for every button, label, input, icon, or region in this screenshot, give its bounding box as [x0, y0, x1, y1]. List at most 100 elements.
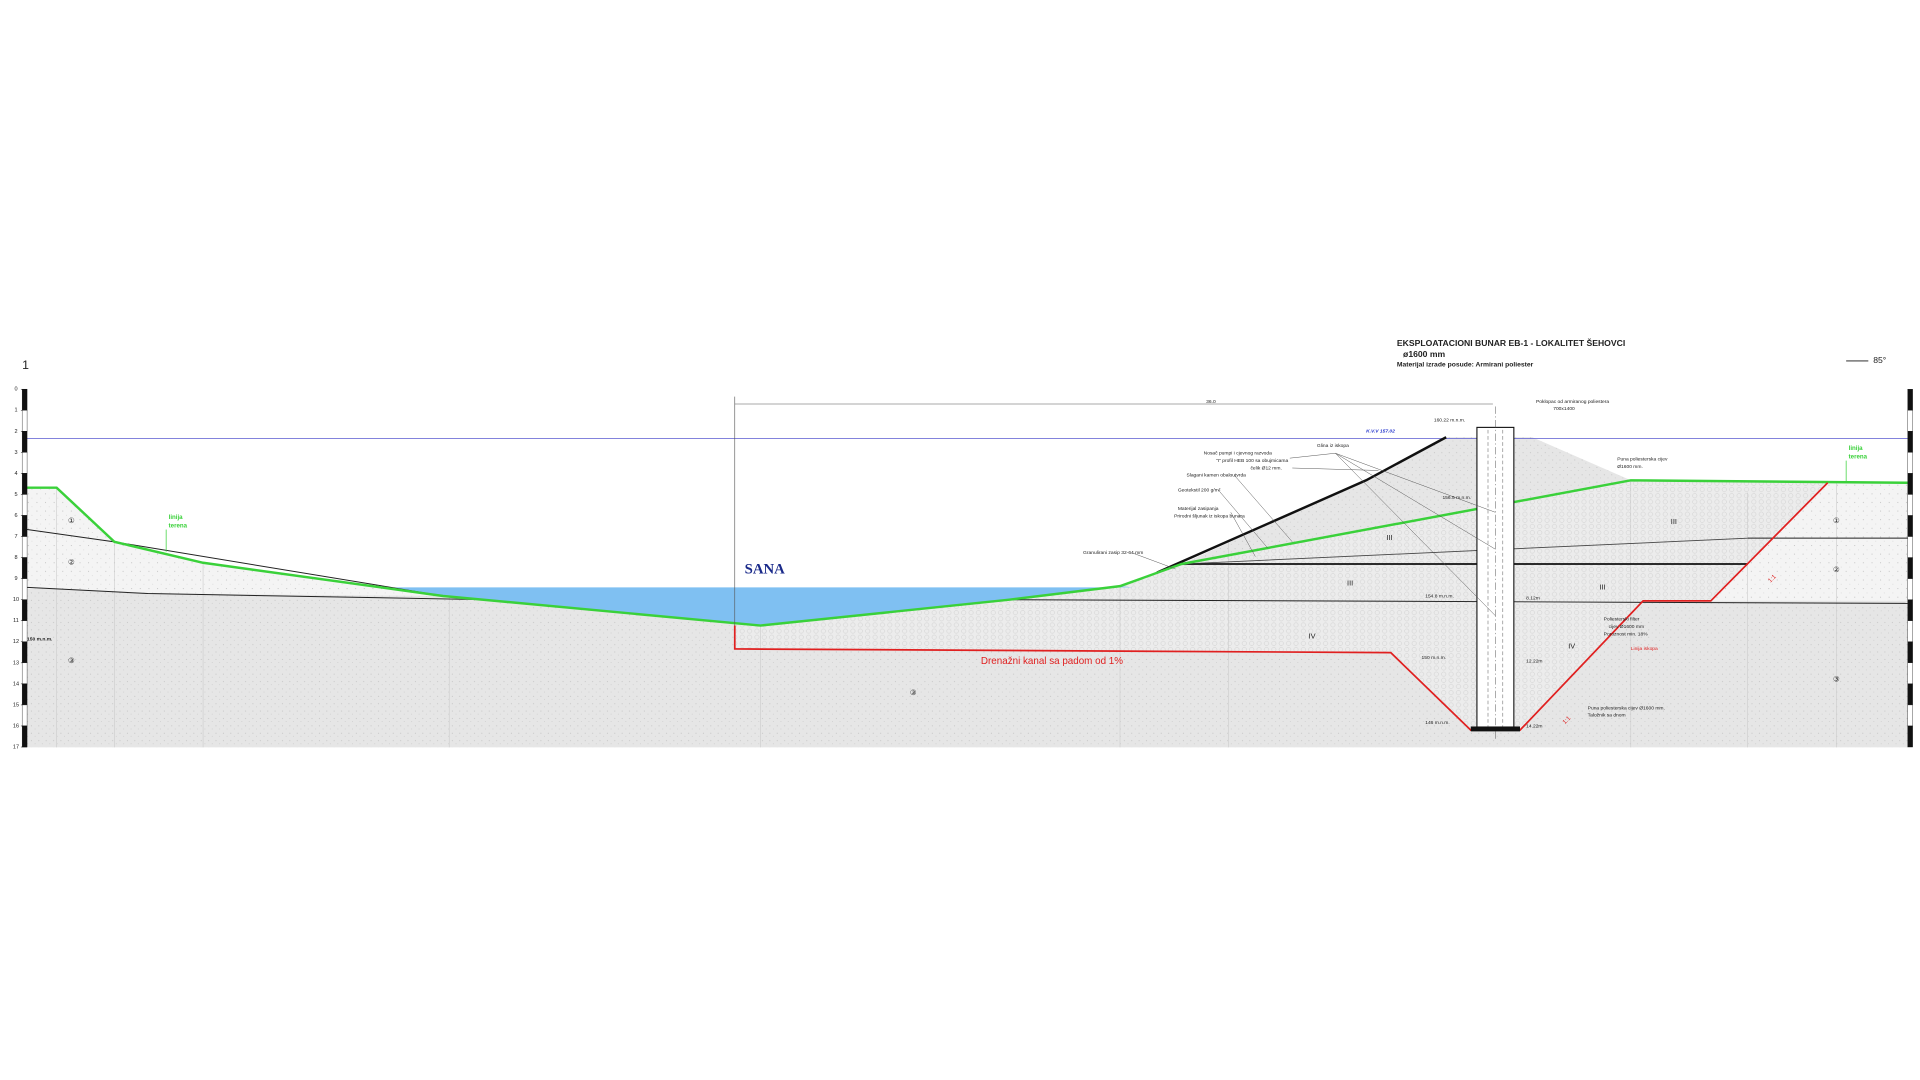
layer-label: ③ [910, 688, 917, 697]
layer-label: IV [1309, 632, 1316, 641]
depth-label: 12 [13, 639, 19, 645]
scale-segment [21, 704, 28, 727]
scale-segment [1907, 410, 1913, 432]
depth-label: 11 [13, 618, 19, 624]
annotations: Poklopac od armiranog poliestera700x1400… [1083, 399, 1668, 730]
scale-segment [21, 473, 28, 495]
scale-segment [21, 410, 28, 432]
annotation: Puna poliesterska cijev [1617, 457, 1668, 463]
annotation: 156.5 m.n.m. [1442, 495, 1471, 501]
scale-segment [1907, 641, 1913, 664]
scale-segment [1907, 620, 1913, 642]
north: 85° [1873, 355, 1886, 365]
scale-segment [21, 662, 28, 685]
annotation: Prirodni šljunak iz iskopa bunara [1174, 513, 1245, 519]
annotation: 12.22m [1526, 659, 1542, 665]
scale-segment [1907, 494, 1913, 516]
elevation-label: 150 m.n.m. [27, 636, 53, 642]
terrain-label: linija [169, 514, 184, 521]
annotation: 160.22 m.n.m. [1434, 417, 1465, 423]
scale-segment [21, 536, 28, 558]
well-bottom [1470, 726, 1520, 732]
layer-label: III [1347, 579, 1353, 588]
scale-segment [1907, 662, 1913, 685]
sheet-number: 1 [22, 358, 29, 372]
scale-segment [1907, 557, 1913, 579]
scale-segment [1907, 704, 1913, 727]
annotation: Poroznost min. 18% [1604, 631, 1649, 637]
terrain-label: linija [1849, 445, 1864, 452]
annotation: Puna poliesterska cijev Ø1600 mm. [1588, 705, 1665, 711]
slope-label: 1:1 [1561, 714, 1572, 725]
clay-cap [1181, 437, 1631, 564]
layer-1-2-right [1710, 482, 1908, 601]
annotation: čelik Ø12 mm. [1250, 465, 1281, 471]
annotation: cijev Ø1600 mm [1609, 624, 1644, 630]
dimension-label: 36.0 [1206, 399, 1216, 405]
depth-label: 16 [13, 723, 19, 729]
scale-segment [21, 725, 28, 748]
annotation: Nosač pumpi i cjevnog razvoda [1204, 451, 1272, 457]
depth-label: 9 [14, 576, 17, 582]
annotation: Taložnik sa dnom [1588, 713, 1626, 719]
scale-segment [21, 578, 28, 600]
annotation: Glina iz iskopa [1317, 443, 1349, 449]
annotation: Geotekstil 200 g/m² [1178, 487, 1221, 493]
title: Materijal izrade posude: Armirani polies… [1397, 361, 1534, 368]
layer-boundary [27, 586, 487, 601]
annotation: 14.22m [1526, 724, 1542, 730]
title: EKSPLOATACIONI BUNAR EB-1 - LOKALITET ŠE… [1397, 337, 1625, 348]
depth-label: 5 [14, 492, 17, 498]
layer-label: ② [68, 558, 75, 567]
annotation: Ø1600 mm. [1617, 464, 1643, 470]
annotation: Materijal zasipanja [1178, 506, 1219, 512]
annotation: 146 m.n.m. [1425, 720, 1450, 726]
depth-label: 15 [13, 702, 19, 708]
depth-label: 17 [13, 744, 19, 750]
terrain-label: terena [169, 522, 188, 529]
layer-label: ① [1833, 516, 1840, 525]
scale-segment [1907, 452, 1913, 474]
river-water [393, 586, 1133, 626]
depth-label: 10 [13, 597, 19, 603]
leaders [1132, 452, 1496, 616]
depth-label: 8 [14, 555, 17, 561]
scale-segment [1907, 431, 1913, 453]
scale-segment [1907, 599, 1913, 621]
annotation: Poklopac od armiranog poliestera [1536, 399, 1609, 405]
depth-label: 14 [13, 681, 19, 687]
backfill [734, 480, 1828, 731]
scale-segment [21, 389, 28, 411]
layer-label: ② [1833, 565, 1840, 574]
scale-segment [1907, 389, 1913, 411]
depth-label: 0 [14, 387, 17, 393]
scale-segment [21, 494, 28, 516]
depth-label: 13 [13, 660, 19, 666]
river-label: SANA [745, 562, 786, 578]
scale-segment [1907, 683, 1913, 706]
layer-label: III [1386, 533, 1392, 542]
annotation: Slagani kamen obaloutvrda [1186, 473, 1246, 479]
annotation: 150 m.n.m. [1422, 655, 1447, 661]
scale-segment [1907, 515, 1913, 537]
depth-label: 3 [14, 450, 17, 456]
annotation: 700x1400 [1553, 406, 1575, 412]
scale-segment [21, 557, 28, 579]
scale-segment [21, 641, 28, 664]
terrain-line [27, 479, 1908, 627]
layer-boundary [1009, 599, 1908, 604]
depth-label: 4 [14, 471, 17, 477]
layer-label: ③ [68, 656, 75, 665]
layer-label: IV [1568, 641, 1575, 650]
layer-label: III [1671, 517, 1677, 526]
depth-label: 7 [14, 534, 17, 540]
depth-label: 2 [14, 429, 17, 435]
scale-segment [21, 683, 28, 706]
scale-segment [21, 515, 28, 537]
scale-segment [21, 452, 28, 474]
annotation: Granulirani zasip 32-64 mm [1083, 550, 1143, 556]
annotation: 8.12m [1526, 596, 1540, 602]
scale-segment [1907, 725, 1913, 748]
annotation: Poliesterski filter [1604, 617, 1640, 623]
scale-segment [21, 599, 28, 621]
